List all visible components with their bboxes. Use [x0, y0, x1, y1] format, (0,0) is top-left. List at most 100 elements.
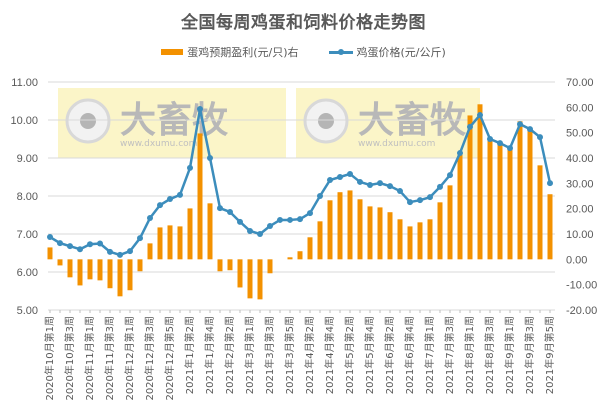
egg-price-marker[interactable]	[517, 121, 523, 128]
profit-bar[interactable]	[197, 133, 203, 260]
egg-price-marker[interactable]	[117, 251, 123, 258]
profit-bar[interactable]	[77, 259, 83, 286]
profit-bar[interactable]	[147, 243, 153, 260]
egg-price-marker[interactable]	[277, 216, 283, 223]
egg-price-marker[interactable]	[367, 181, 373, 188]
egg-price-marker[interactable]	[337, 174, 343, 180]
profit-bar[interactable]	[237, 259, 243, 288]
profit-bar[interactable]	[457, 154, 463, 260]
profit-bar[interactable]	[327, 200, 333, 260]
profit-bar[interactable]	[247, 259, 253, 299]
egg-price-marker[interactable]	[467, 123, 473, 130]
egg-price-marker[interactable]	[497, 140, 503, 147]
egg-price-marker[interactable]	[307, 210, 313, 217]
egg-price-marker[interactable]	[227, 208, 233, 215]
egg-price-marker[interactable]	[247, 227, 253, 234]
egg-price-marker[interactable]	[187, 164, 193, 171]
egg-price-marker[interactable]	[477, 112, 483, 119]
profit-bar[interactable]	[267, 259, 273, 274]
egg-price-marker[interactable]	[547, 180, 553, 187]
profit-bar[interactable]	[377, 207, 383, 260]
profit-bar[interactable]	[477, 104, 483, 260]
egg-price-marker[interactable]	[97, 240, 103, 247]
egg-price-marker[interactable]	[47, 234, 53, 241]
egg-price-marker[interactable]	[237, 218, 243, 225]
profit-bar[interactable]	[337, 192, 343, 260]
profit-bar[interactable]	[137, 259, 143, 272]
profit-bar[interactable]	[87, 259, 93, 280]
egg-price-marker[interactable]	[427, 194, 433, 201]
egg-price-marker[interactable]	[67, 243, 73, 250]
egg-price-marker[interactable]	[387, 183, 393, 190]
profit-bar[interactable]	[527, 130, 533, 260]
profit-bar[interactable]	[187, 208, 193, 260]
profit-bar[interactable]	[207, 203, 213, 260]
profit-bar[interactable]	[117, 259, 123, 297]
profit-bar[interactable]	[307, 237, 313, 260]
egg-price-marker[interactable]	[287, 216, 293, 223]
egg-price-marker[interactable]	[57, 240, 63, 247]
egg-price-marker[interactable]	[357, 178, 363, 185]
profit-bar[interactable]	[297, 251, 303, 260]
egg-price-marker[interactable]	[377, 180, 383, 187]
egg-price-marker[interactable]	[487, 136, 493, 142]
egg-price-marker[interactable]	[147, 215, 153, 222]
profit-bar[interactable]	[537, 165, 543, 260]
egg-price-marker[interactable]	[87, 241, 93, 248]
profit-bar[interactable]	[287, 257, 293, 260]
profit-bar[interactable]	[227, 259, 233, 271]
egg-price-marker[interactable]	[347, 170, 353, 177]
egg-price-marker[interactable]	[417, 197, 423, 204]
egg-price-marker[interactable]	[407, 199, 413, 206]
profit-bar[interactable]	[347, 190, 353, 260]
profit-bar[interactable]	[427, 219, 433, 260]
egg-price-marker[interactable]	[177, 191, 183, 198]
profit-bar[interactable]	[317, 221, 323, 260]
egg-price-marker[interactable]	[77, 246, 83, 253]
profit-bar[interactable]	[107, 259, 113, 289]
egg-price-marker[interactable]	[507, 145, 513, 152]
egg-price-marker[interactable]	[327, 177, 333, 184]
profit-bar[interactable]	[57, 259, 63, 266]
egg-price-marker[interactable]	[297, 216, 303, 223]
profit-bar[interactable]	[397, 219, 403, 260]
profit-bar[interactable]	[407, 226, 413, 260]
egg-price-marker[interactable]	[197, 105, 203, 112]
profit-bar[interactable]	[367, 206, 373, 260]
profit-bar[interactable]	[497, 142, 503, 260]
profit-bar[interactable]	[157, 227, 163, 260]
egg-price-marker[interactable]	[167, 196, 173, 203]
profit-bar[interactable]	[447, 185, 453, 260]
legend-item-egg-price[interactable]: 鸡蛋价格(元/公斤)	[328, 44, 446, 60]
egg-price-marker[interactable]	[137, 235, 143, 242]
egg-price-marker[interactable]	[457, 150, 463, 157]
egg-price-marker[interactable]	[267, 223, 273, 230]
egg-price-marker[interactable]	[447, 172, 453, 179]
profit-bar[interactable]	[257, 259, 263, 300]
profit-bar[interactable]	[67, 259, 73, 278]
profit-bar[interactable]	[97, 259, 103, 281]
profit-bar[interactable]	[507, 146, 513, 260]
egg-price-marker[interactable]	[107, 248, 113, 255]
profit-bar[interactable]	[467, 115, 473, 260]
profit-bar[interactable]	[357, 199, 363, 260]
egg-price-marker[interactable]	[397, 188, 403, 195]
egg-price-marker[interactable]	[217, 205, 223, 212]
egg-price-marker[interactable]	[527, 126, 533, 133]
profit-bar[interactable]	[217, 259, 223, 272]
profit-bar[interactable]	[127, 259, 133, 291]
egg-price-marker[interactable]	[127, 248, 133, 255]
profit-bar[interactable]	[517, 121, 523, 260]
profit-bar[interactable]	[387, 212, 393, 260]
egg-price-marker[interactable]	[437, 183, 443, 190]
profit-bar[interactable]	[47, 247, 53, 260]
egg-price-marker[interactable]	[257, 231, 263, 237]
profit-bar[interactable]	[487, 140, 493, 260]
egg-price-marker[interactable]	[317, 193, 323, 199]
profit-bar[interactable]	[167, 225, 173, 260]
egg-price-marker[interactable]	[537, 134, 543, 141]
profit-bar[interactable]	[547, 194, 553, 260]
profit-bar[interactable]	[177, 226, 183, 260]
egg-price-marker[interactable]	[157, 202, 163, 209]
egg-price-marker[interactable]	[207, 155, 213, 161]
